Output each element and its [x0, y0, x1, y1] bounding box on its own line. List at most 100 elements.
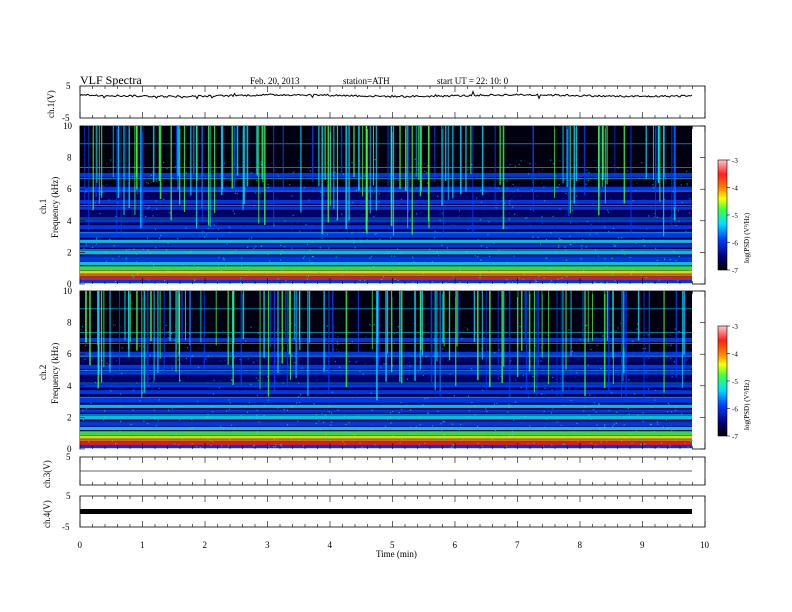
ch1-spectrogram-speckle	[370, 255, 373, 257]
ch2-spectrogram-speckle	[206, 381, 208, 383]
ch2-spectrogram-speckle	[389, 412, 392, 414]
ch2-spectrogram-speckle	[142, 428, 145, 430]
ch2-spectrogram-speckle	[527, 442, 529, 445]
ch2-spectrogram-speckle	[562, 435, 564, 437]
ch2-spectrogram-speckle	[575, 388, 577, 390]
ch2-spectrogram-speckle	[196, 400, 198, 402]
ch1-spectrogram-speckle	[678, 220, 680, 223]
ch1-spectrogram-speckle	[458, 233, 460, 236]
ch2-spectrogram-speckle	[477, 442, 479, 444]
ch2-spectrogram-speckle	[591, 391, 593, 393]
ch1-spectrogram-speckle	[156, 208, 158, 210]
frequency-tick-label: 8	[67, 318, 72, 328]
ch1-spectrogram-speckle	[257, 189, 259, 191]
ch2-spectrogram-speckle	[500, 375, 502, 377]
ch1-spectrogram-speckle	[223, 257, 225, 259]
ch2-spectrogram-spike	[109, 291, 111, 373]
ch2-spectrogram-spike	[143, 291, 146, 393]
ch2-spectrogram-speckle	[659, 435, 661, 437]
ch2-spectrogram-speckle	[238, 336, 240, 338]
ch1-waveform-ylabel: ch.1(V)	[46, 90, 56, 118]
ch1-spectrogram-speckle	[326, 227, 329, 230]
ch1-spectrogram-spike	[452, 126, 454, 199]
ch2-spectrogram-speckle	[450, 446, 452, 448]
ch1-spectrogram-speckle	[543, 173, 545, 176]
ch2-spectrogram-speckle	[546, 399, 548, 401]
ch2-spectrogram-speckle	[440, 423, 442, 425]
ch1-spectrogram-speckle	[585, 173, 587, 176]
ch1-spectrogram-speckle	[572, 232, 574, 234]
ch1-spectrogram-speckle	[258, 224, 260, 227]
ch1-spectrogram-speckle	[307, 167, 310, 170]
ch2-spectrogram-speckle	[646, 377, 648, 379]
ch2-spectrogram-speckle	[641, 440, 643, 442]
ch1-spectrogram-speckle	[149, 252, 151, 254]
ch2-spectrogram-speckle	[435, 427, 437, 429]
ch2-spectrogram-speckle	[263, 404, 265, 406]
ch2-spectrogram-spike	[386, 291, 389, 354]
ch2-spectrogram-speckle	[677, 436, 679, 439]
ch1-spectrogram-speckle	[439, 213, 441, 215]
ch2-spectrogram-spike	[606, 291, 609, 341]
ch1-spectrogram-speckle	[604, 258, 606, 260]
ch2-spectrogram-speckle	[542, 344, 544, 346]
ch2-spectrogram-speckle	[459, 424, 462, 426]
ch2-spectrogram-speckle	[153, 409, 155, 411]
ch1-spectrogram-spike	[659, 126, 661, 202]
ch2-spectrogram-speckle	[120, 420, 122, 422]
ch2-spectrogram-spike	[399, 291, 401, 382]
ch1-spectrogram-speckle	[419, 227, 421, 229]
ch1-spectrogram-speckle	[613, 244, 615, 246]
ch1-spectrogram-speckle	[626, 194, 629, 196]
ch1-spectrogram-speckle	[645, 277, 648, 279]
ch2-spectrogram-speckle	[83, 416, 85, 418]
ch1-spectrogram-speckle	[640, 272, 643, 274]
ch1-spectrogram-speckle	[555, 175, 557, 177]
ch2-spectrogram-speckle	[652, 433, 654, 436]
ch1-spectrogram-speckle	[352, 242, 355, 244]
ch2-spectrogram-spike	[263, 291, 265, 358]
ch1-spectrogram-spike	[419, 126, 422, 197]
ch1-spectrogram-speckle	[205, 162, 207, 164]
ch2-spectrogram-speckle	[668, 404, 670, 406]
ch2-spectrogram-speckle	[552, 353, 554, 355]
ch1-spectrogram-speckle	[576, 270, 579, 272]
ch2-spectrogram-speckle	[570, 399, 572, 402]
ch1-spectrogram-speckle	[147, 183, 150, 185]
ch2-spectrogram-speckle	[282, 382, 284, 384]
ch1-spectrogram-spike	[602, 126, 604, 181]
ch1-spectrogram-speckle	[557, 246, 560, 248]
ch1-spectrogram-speckle	[169, 212, 171, 214]
ch1-spectrogram-speckle	[241, 257, 243, 259]
ch1-spectrogram-spike	[221, 126, 224, 190]
ch1-spectrogram-speckle	[143, 222, 145, 224]
ch2-spectrogram-speckle	[253, 445, 255, 447]
ch2-spectrogram-speckle	[279, 444, 281, 446]
ch1-spectrogram-speckle	[455, 195, 457, 197]
ch1-spectrogram-speckle	[553, 281, 555, 284]
ch2-spectrogram-speckle	[145, 398, 147, 400]
ch1-spectrogram-speckle	[305, 200, 307, 202]
ch2-spectrogram	[80, 291, 693, 451]
ch2-spectrogram-speckle	[540, 360, 542, 362]
ch1-spectrogram-speckle	[479, 218, 481, 221]
ch2-spectrogram-speckle	[424, 442, 426, 444]
ch2-spectrogram-speckle	[110, 390, 112, 392]
ch1-spectrogram-speckle	[618, 237, 620, 239]
ch2-spectrogram-speckle	[109, 389, 111, 391]
ch1-spectrogram-speckle	[471, 205, 473, 207]
ch1-spectrogram-speckle	[214, 195, 217, 197]
ch1-spectrogram-speckle	[630, 273, 632, 275]
ch1-spectrogram-spike	[116, 126, 118, 236]
ch1-spectrogram-speckle	[689, 198, 691, 200]
ch1-spectrogram-speckle	[115, 266, 117, 268]
ch2-spectrogram-speckle	[606, 394, 608, 396]
ch2-spectrogram-speckle	[662, 426, 664, 428]
ch1-spectrogram-speckle	[534, 281, 536, 283]
ch2-spectrogram-speckle	[590, 418, 592, 421]
ch2-spectrogram-speckle	[410, 409, 412, 411]
ch1-spectrogram-speckle	[471, 164, 473, 166]
ch2-spectrogram-speckle	[110, 378, 112, 380]
ch1-spectrogram-speckle	[531, 176, 533, 178]
frequency-tick-label: 6	[67, 349, 72, 359]
